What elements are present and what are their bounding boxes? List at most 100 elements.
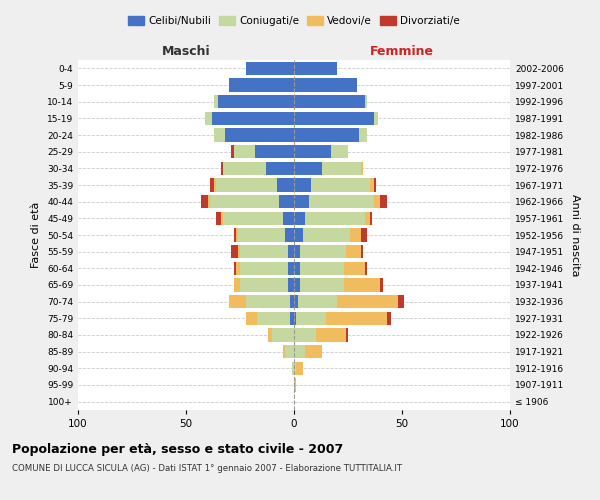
Bar: [214, 128, 225, 141]
Bar: [287, 262, 294, 275]
Bar: [290, 312, 294, 325]
Bar: [361, 228, 367, 241]
Bar: [240, 278, 287, 291]
Bar: [346, 245, 361, 258]
Bar: [302, 228, 350, 241]
Bar: [247, 295, 290, 308]
Text: Popolazione per età, sesso e stato civile - 2007: Popolazione per età, sesso e stato civil…: [12, 442, 343, 456]
Bar: [294, 162, 322, 175]
Text: Maschi: Maschi: [161, 44, 211, 58]
Bar: [212, 112, 294, 125]
Bar: [232, 145, 233, 158]
Bar: [294, 362, 296, 375]
Bar: [279, 195, 294, 208]
Bar: [398, 295, 404, 308]
Bar: [223, 162, 266, 175]
Bar: [294, 112, 374, 125]
Bar: [236, 262, 240, 275]
Bar: [223, 212, 283, 225]
Bar: [370, 212, 372, 225]
Bar: [229, 78, 294, 92]
Bar: [294, 345, 305, 358]
Bar: [365, 262, 367, 275]
Bar: [294, 128, 359, 141]
Bar: [255, 145, 294, 158]
Bar: [337, 295, 398, 308]
Bar: [268, 328, 272, 342]
Bar: [298, 295, 337, 308]
Text: Femmine: Femmine: [370, 44, 434, 58]
Bar: [283, 212, 294, 225]
Bar: [305, 212, 365, 225]
Bar: [233, 262, 236, 275]
Bar: [380, 195, 387, 208]
Bar: [257, 312, 290, 325]
Bar: [361, 245, 363, 258]
Bar: [374, 195, 380, 208]
Bar: [370, 178, 374, 192]
Bar: [214, 178, 216, 192]
Bar: [277, 178, 294, 192]
Bar: [350, 228, 361, 241]
Bar: [374, 178, 376, 192]
Bar: [301, 262, 344, 275]
Bar: [286, 345, 294, 358]
Bar: [294, 228, 302, 241]
Bar: [287, 245, 294, 258]
Bar: [218, 95, 294, 108]
Legend: Celibi/Nubili, Coniugati/e, Vedovi/e, Divorziati/e: Celibi/Nubili, Coniugati/e, Vedovi/e, Di…: [124, 12, 464, 30]
Bar: [287, 278, 294, 291]
Bar: [229, 295, 247, 308]
Bar: [240, 262, 287, 275]
Bar: [283, 345, 286, 358]
Bar: [294, 312, 296, 325]
Bar: [233, 278, 240, 291]
Bar: [365, 212, 370, 225]
Bar: [301, 245, 346, 258]
Bar: [326, 312, 387, 325]
Bar: [232, 245, 238, 258]
Bar: [201, 195, 208, 208]
Bar: [309, 195, 374, 208]
Bar: [359, 128, 367, 141]
Y-axis label: Fasce di età: Fasce di età: [31, 202, 41, 268]
Bar: [205, 112, 212, 125]
Bar: [292, 362, 294, 375]
Bar: [210, 178, 214, 192]
Bar: [221, 162, 223, 175]
Bar: [247, 312, 257, 325]
Bar: [294, 278, 301, 291]
Bar: [294, 212, 305, 225]
Bar: [346, 328, 348, 342]
Bar: [238, 228, 286, 241]
Bar: [233, 145, 255, 158]
Bar: [290, 295, 294, 308]
Y-axis label: Anni di nascita: Anni di nascita: [569, 194, 580, 276]
Bar: [316, 328, 346, 342]
Bar: [216, 212, 221, 225]
Bar: [294, 178, 311, 192]
Bar: [238, 245, 240, 258]
Bar: [344, 278, 380, 291]
Bar: [305, 345, 322, 358]
Bar: [294, 378, 296, 392]
Bar: [266, 162, 294, 175]
Bar: [361, 162, 363, 175]
Bar: [365, 95, 367, 108]
Bar: [225, 128, 294, 141]
Bar: [294, 295, 298, 308]
Bar: [294, 62, 337, 75]
Bar: [311, 178, 370, 192]
Bar: [374, 112, 378, 125]
Bar: [301, 278, 344, 291]
Bar: [296, 312, 326, 325]
Bar: [240, 245, 287, 258]
Bar: [236, 228, 238, 241]
Bar: [294, 262, 301, 275]
Bar: [294, 195, 309, 208]
Bar: [233, 228, 236, 241]
Bar: [294, 328, 316, 342]
Bar: [294, 95, 365, 108]
Bar: [214, 95, 218, 108]
Bar: [387, 312, 391, 325]
